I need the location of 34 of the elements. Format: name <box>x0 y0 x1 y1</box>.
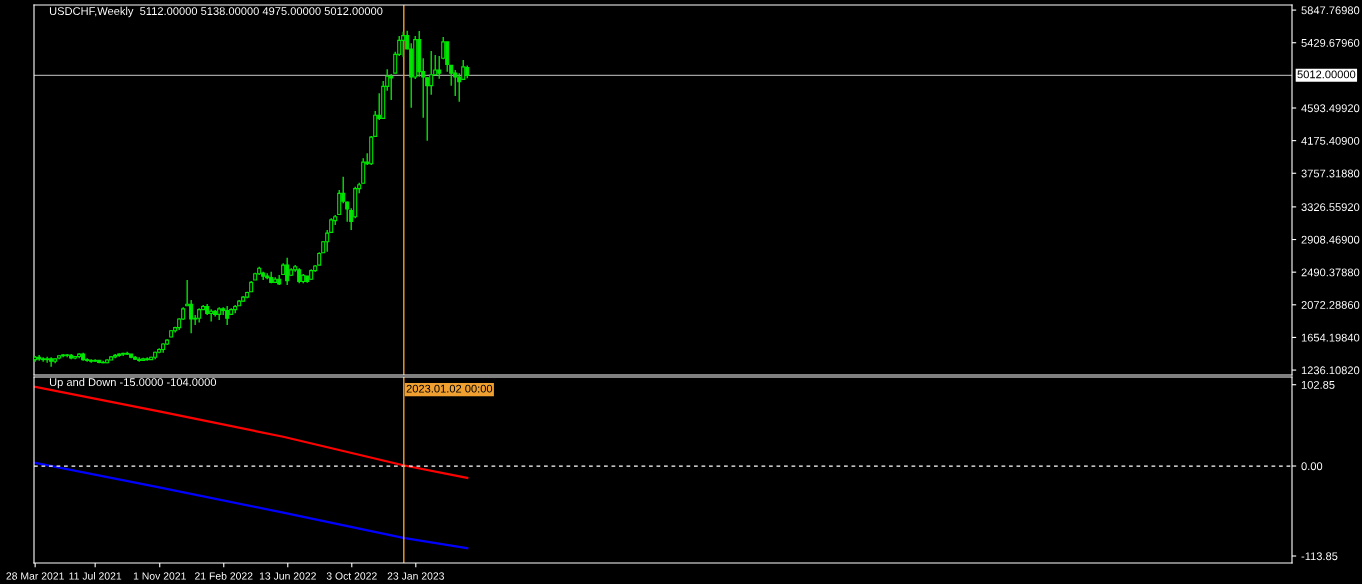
y-tick-label: 5429.67960 <box>1301 38 1360 47</box>
y-tick-label: 2908.46900 <box>1301 235 1360 244</box>
y-tick-label: 3757.31880 <box>1301 169 1360 178</box>
x-tick-label: 1 Nov 2021 <box>133 572 186 580</box>
y-tick-label: 1654.19840 <box>1301 333 1360 342</box>
x-tick-label: 3 Oct 2022 <box>326 572 377 580</box>
candlestick <box>41 356 46 363</box>
candlestick <box>401 31 406 58</box>
candlestick <box>337 189 342 216</box>
y-tick-label: 3326.55920 <box>1301 203 1360 212</box>
candlestick <box>45 355 50 364</box>
chart-title: USDCHF,Weekly 5112.00000 5138.00000 4975.00000 5012.00000 <box>49 6 383 18</box>
candlestick <box>445 41 450 73</box>
x-tick-label: 13 Jun 2022 <box>259 572 316 580</box>
x-tick-label: 11 Jul 2021 <box>69 572 122 580</box>
y-tick-label: 4175.40900 <box>1301 136 1360 145</box>
ref-line-label: 5012.00000 <box>1297 70 1356 79</box>
candlestick <box>453 69 458 97</box>
x-tick-label: 28 Mar 2021 <box>6 572 64 580</box>
ref-line-label: 2023.01.02 00:00 <box>406 384 493 393</box>
y-tick-label: 4593.49920 <box>1301 104 1360 113</box>
y-tick-label: -113.85 <box>1301 552 1338 561</box>
candlestick <box>449 64 454 87</box>
candlestick <box>189 299 194 335</box>
y-tick-label: 5847.76980 <box>1301 6 1360 15</box>
x-tick-label: 21 Feb 2022 <box>195 572 253 580</box>
line-series <box>34 461 469 550</box>
y-tick-label: 2490.37880 <box>1301 268 1360 277</box>
chart-title: Up and Down -15.0000 -104.0000 <box>49 377 217 389</box>
y-tick-label: 1236.10820 <box>1301 366 1360 375</box>
x-tick-label: 23 Jan 2023 <box>387 572 445 580</box>
y-tick-label: 2072.28860 <box>1301 301 1360 309</box>
y-tick-label: 102.85 <box>1301 380 1335 389</box>
y-tick-label: 0.00 <box>1301 462 1323 471</box>
